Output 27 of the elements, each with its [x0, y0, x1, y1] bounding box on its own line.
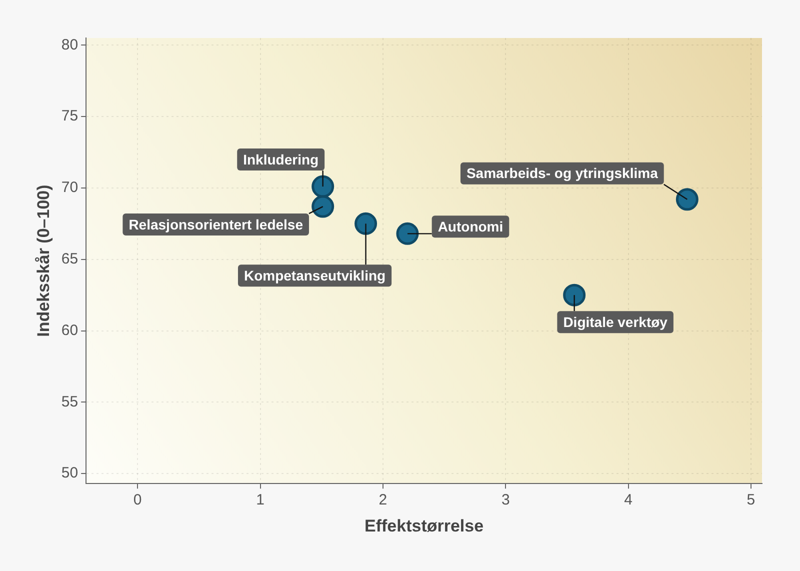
- y-axis-title: Indeksskår (0–100): [34, 184, 53, 337]
- point: [563, 284, 586, 306]
- annotation: Autonomi: [438, 218, 504, 235]
- x-tick-label: 4: [624, 492, 632, 509]
- point: [312, 175, 334, 198]
- x-tick-label: 0: [133, 492, 142, 509]
- x-tick-label: 1: [256, 492, 264, 509]
- annotation: Digitale verktøy: [563, 314, 668, 330]
- y-tick-label: 55: [61, 393, 78, 410]
- annotation: Samarbeids- og ytringsklima: [466, 165, 658, 182]
- y-tick-label: 80: [61, 36, 78, 54]
- y-tick-label: 50: [61, 464, 78, 482]
- x-axis-title: Effektstørrelse: [364, 516, 484, 536]
- annotation: Inkludering: [243, 151, 319, 168]
- y-tick-label: 75: [61, 108, 78, 125]
- x-tick-label: 2: [378, 492, 388, 509]
- x-tick-label: 5: [746, 492, 756, 509]
- y-tick-label: 70: [61, 179, 78, 196]
- point: [312, 195, 334, 218]
- annotation: Kompetanseutvikling: [244, 268, 386, 284]
- y-tick-label: 65: [61, 250, 78, 268]
- point: [676, 188, 698, 211]
- point: [396, 222, 419, 245]
- x-tick-label: 3: [501, 492, 510, 509]
- annotation: Relasjonsorientert ledelse: [128, 216, 304, 232]
- y-tick-label: 60: [61, 322, 78, 339]
- point: [354, 212, 378, 235]
